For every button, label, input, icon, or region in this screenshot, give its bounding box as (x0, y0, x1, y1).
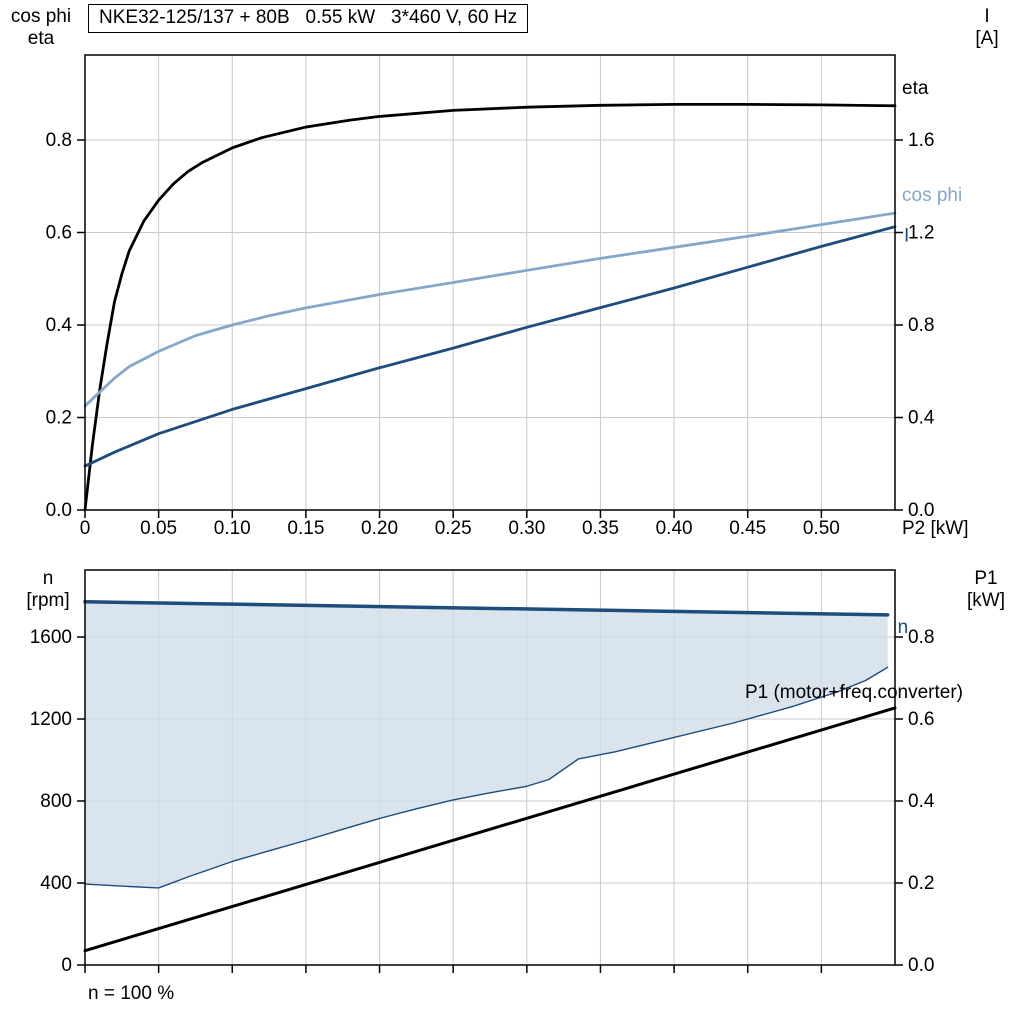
speed-footnote: n = 100 % (88, 983, 175, 1004)
right-tick-label: 1.6 (908, 130, 934, 151)
top-right-axis-label-line1: I (984, 6, 990, 27)
curve-eta (83, 102, 897, 512)
left-tick-label: 400 (40, 873, 72, 894)
x-tick-label: 0.25 (435, 518, 472, 539)
chart-bottom: n 0 400 800 1200 1600 0.0 0.2 0.4 0.6 0.8 P1 (motor… (30, 569, 963, 976)
bottom-left-axis-label-line1: n (42, 568, 54, 589)
left-tick-label: 0.4 (46, 315, 73, 336)
left-tick-label: 800 (40, 791, 72, 812)
curve-label-eta: eta (902, 78, 929, 99)
left-tick-label: 1200 (30, 709, 72, 730)
bottom-right-axis-label-line2: [kW] (967, 590, 1005, 611)
plot-frame (84, 569, 896, 966)
left-tick-label: 0.8 (46, 130, 72, 151)
top-right-axis-label: I [A] (964, 6, 1010, 50)
left-tick-label: 1600 (30, 627, 72, 648)
x-tick-label: 0 (80, 518, 91, 539)
right-tick-label: 0.0 (908, 500, 934, 521)
top-left-axis-label-line1: cos phi (10, 6, 72, 27)
right-tick-label: 0.4 (908, 408, 935, 429)
curve-cos-phi (83, 211, 897, 408)
x-tick-label: 0.15 (287, 518, 324, 539)
right-tick-label: 0.8 (908, 627, 934, 648)
left-tick-label: 0.0 (46, 500, 72, 521)
bottom-left-axis-label: n [rpm] (12, 568, 84, 612)
chart-top: eta cos phi I 0.0 0.2 0.4 0.6 0.8 0.0 0.4 0.8 1.2 1.… (46, 54, 969, 539)
left-tick-label: 0.6 (46, 223, 72, 244)
curve-label-current: I (904, 226, 909, 247)
chart-title-box: NKE32-125/137 + 80B 0.55 kW 3*460 V, 60 … (88, 4, 529, 33)
x-tick-label: 0.45 (729, 518, 766, 539)
right-tick-label: 0.6 (908, 709, 934, 730)
left-tick-label: 0.2 (46, 408, 72, 429)
x-tick-label: 0.50 (803, 518, 840, 539)
curve-current (83, 225, 897, 468)
right-tick-label: 0.4 (908, 791, 935, 812)
left-tick-label: 0 (61, 955, 72, 976)
top-left-axis-label: cos phi eta (4, 6, 78, 50)
top-left-axis-label-line2: eta (27, 28, 55, 49)
x-axis-label: P2 [kW] (902, 518, 969, 539)
right-tick-label: 1.2 (908, 223, 934, 244)
annotation-p1-motor-freq-converter: P1 (motor+freq.converter) (745, 682, 963, 703)
right-tick-label: 0.0 (908, 955, 934, 976)
right-tick-label: 0.8 (908, 315, 934, 336)
bottom-left-axis-label-line2: [rpm] (26, 590, 70, 611)
curve-n-min (84, 666, 889, 889)
speed-range-area (85, 601, 888, 888)
curve-label-n: n (898, 617, 909, 638)
x-tick-label: 0.40 (656, 518, 693, 539)
x-tick-label: 0.20 (361, 518, 398, 539)
x-tick-label: 0.10 (214, 518, 251, 539)
bottom-right-axis-label: P1 [kW] (960, 568, 1012, 612)
bottom-right-axis-label-line1: P1 (974, 568, 998, 589)
right-tick-label: 0.2 (908, 873, 934, 894)
x-tick-label: 0.30 (508, 518, 545, 539)
curve-label-cos-phi: cos phi (902, 185, 962, 206)
x-tick-label: 0.35 (582, 518, 619, 539)
x-tick-label: 0.05 (140, 518, 177, 539)
plot-frame (84, 54, 896, 511)
curve-p1 (83, 706, 897, 953)
top-right-axis-label-line2: [A] (975, 28, 999, 49)
curve-n (83, 600, 890, 617)
